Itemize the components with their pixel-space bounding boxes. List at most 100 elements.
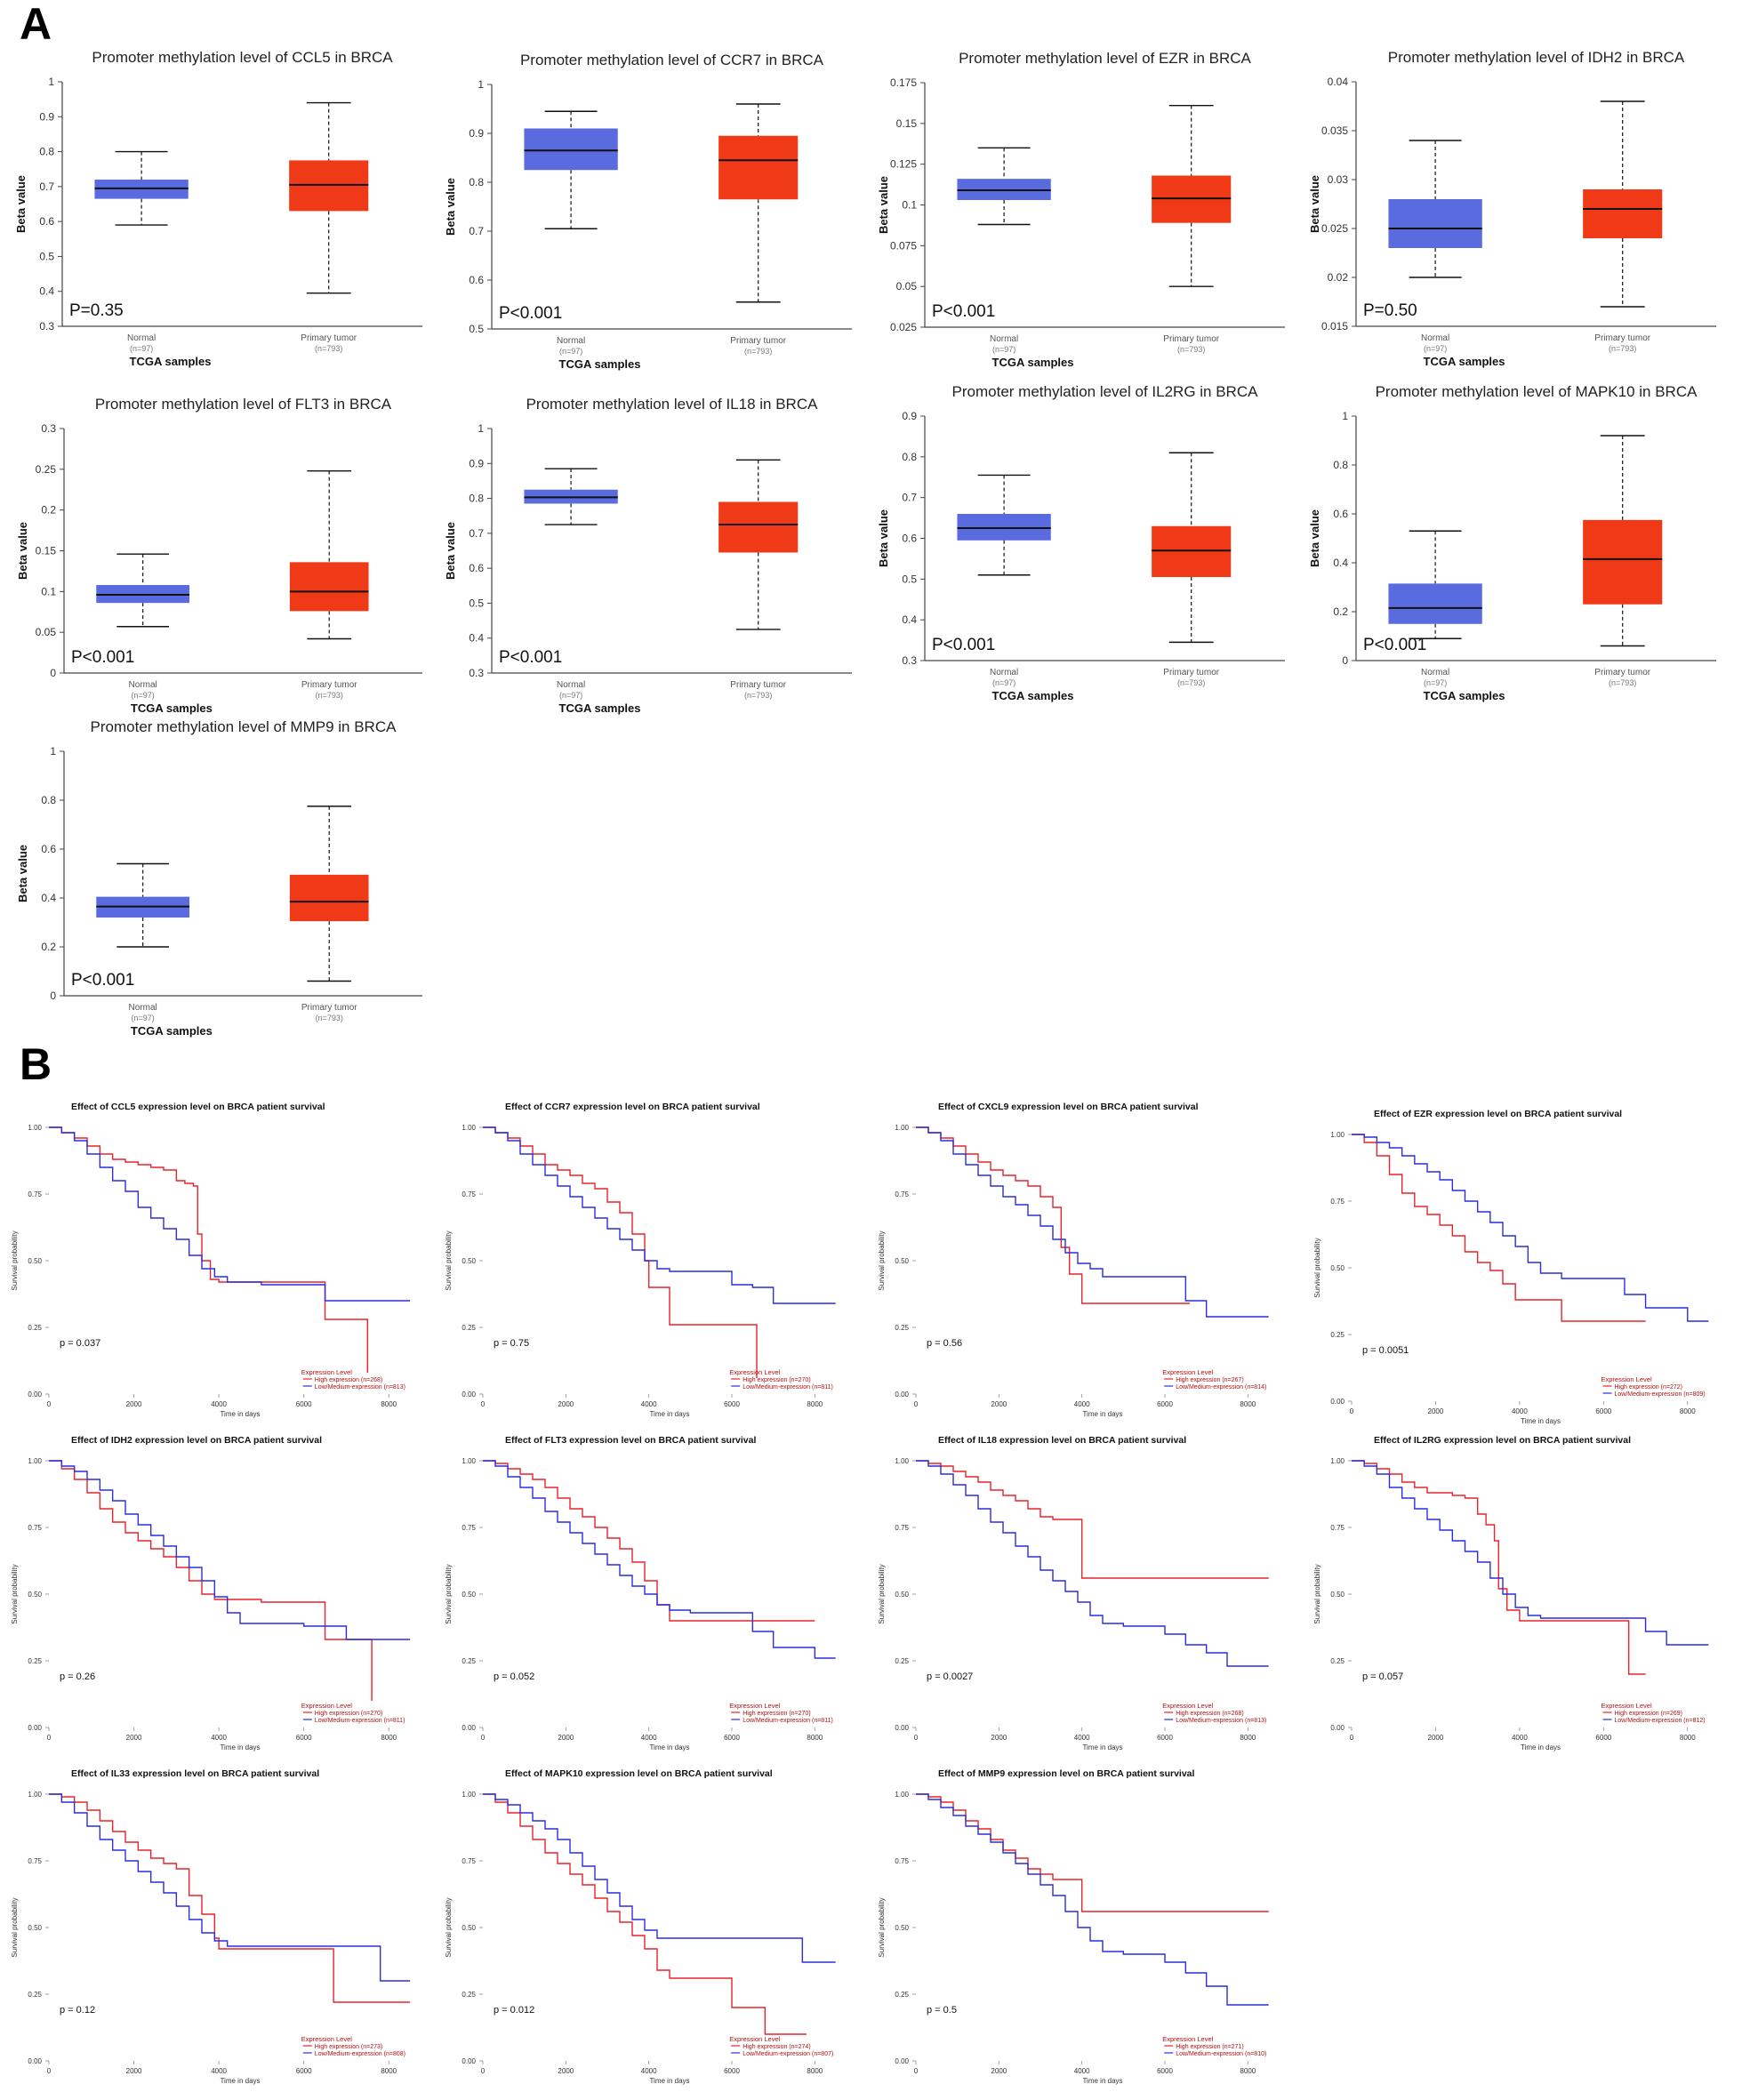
x-tick-label: 8000	[807, 1734, 823, 1742]
y-tick-label: 0	[50, 990, 56, 1002]
legend-entry: High expression (n=267)	[1176, 1377, 1243, 1383]
survival-curve-high	[916, 1793, 1269, 1912]
survival-curve-low-medium	[483, 1793, 836, 1963]
legend-title: Expression Level	[1162, 1368, 1213, 1376]
box-iqr	[1152, 525, 1232, 578]
y-tick-label: 0.2	[41, 504, 56, 517]
x-tick-label: 6000	[296, 1400, 312, 1408]
boxplot-chart: Promoter methylation level of IL2RG in B…	[877, 383, 1285, 702]
x-tick-label: 8000	[1680, 1734, 1696, 1742]
y-tick-label: 0.75	[28, 1524, 42, 1532]
y-tick-label: 0.6	[902, 533, 917, 545]
x-axis-label: Time in days	[649, 1410, 689, 1418]
box-iqr	[1388, 583, 1482, 624]
p-value-label: P<0.001	[499, 304, 562, 323]
legend-entry: Low/Medium-expression (n=813)	[1176, 1718, 1266, 1724]
y-tick-label: 0.025	[1321, 222, 1348, 235]
legend-entry: High expression (n=274)	[743, 2044, 810, 2050]
x-tick-label: 2000	[991, 1400, 1007, 1408]
x-axis-label: Time in days	[649, 2077, 689, 2085]
survival-curve-high	[49, 1126, 369, 1373]
y-tick-label: 0.5	[39, 250, 54, 262]
x-axis-label: Time in days	[220, 1410, 260, 1418]
p-value-label: p = 0.26	[60, 1671, 95, 1682]
boxplot-chart: Promoter methylation level of MAPK10 in …	[1308, 383, 1716, 702]
km-chart: Effect of CXCL9 expression level on BRCA…	[878, 1102, 1269, 1418]
y-tick-label: 0.6	[41, 843, 56, 855]
y-tick-label: 0.25	[895, 1657, 909, 1665]
y-tick-label: 0.75	[28, 1190, 42, 1198]
y-tick-label: 0.50	[28, 1591, 42, 1599]
x-category-n: (n=97)	[132, 691, 155, 700]
p-value-label: P<0.001	[71, 648, 134, 667]
survival-curve-high	[916, 1460, 1269, 1579]
km-chart: Effect of MAPK10 expression level on BRC…	[445, 1768, 836, 2085]
chart-title: Effect of IDH2 expression level on BRCA …	[71, 1435, 322, 1446]
p-value-label: p = 0.012	[494, 2005, 534, 2016]
y-tick-label: 0.7	[39, 180, 54, 193]
box-iqr	[1583, 189, 1663, 238]
y-tick-label: 0	[50, 667, 56, 679]
y-tick-label: 0.4	[39, 285, 54, 298]
x-axis-label: TCGA samples	[559, 357, 641, 371]
y-tick-label: 0.035	[1321, 124, 1348, 137]
legend-title: Expression Level	[301, 2035, 352, 2043]
y-tick-label: 0.00	[1330, 1724, 1345, 1732]
legend-entry: High expression (n=271)	[1176, 2044, 1243, 2050]
legend-title: Expression Level	[1601, 1375, 1652, 1383]
y-tick-label: 0.15	[896, 117, 918, 130]
y-tick-label: 0.25	[28, 1991, 42, 1999]
y-tick-label: 0.25	[36, 463, 57, 476]
box-group-normal	[1388, 140, 1482, 278]
y-tick-label: 0.5	[902, 573, 917, 585]
y-tick-label: 0.6	[39, 215, 54, 228]
x-tick-label: 4000	[1074, 1734, 1090, 1742]
y-tick-label: 0.5	[469, 597, 484, 609]
x-axis-label: Time in days	[220, 1743, 260, 1751]
survival-curve-high	[483, 1460, 815, 1622]
legend-title: Expression Level	[729, 2035, 780, 2043]
y-tick-label: 0.25	[1330, 1331, 1345, 1339]
y-tick-label: 0.7	[902, 492, 917, 504]
box-group-primary-tumor	[1583, 100, 1663, 308]
x-axis-label: Time in days	[1521, 1743, 1561, 1751]
y-tick-label: 0.4	[902, 613, 917, 626]
y-tick-label: 0.25	[28, 1324, 42, 1332]
y-tick-label: 0.9	[902, 410, 917, 422]
box-group-primary-tumor	[1583, 435, 1663, 647]
box-group-normal	[94, 150, 189, 226]
y-tick-label: 0.25	[462, 1657, 476, 1665]
y-tick-label: 0.00	[895, 1391, 909, 1399]
x-tick-label: 2000	[991, 1734, 1007, 1742]
y-tick-label: 0.8	[39, 146, 54, 158]
legend-entry: Low/Medium-expression (n=814)	[1176, 1384, 1266, 1391]
p-value-label: P<0.001	[1363, 636, 1426, 654]
y-axis-label: Beta value	[16, 845, 29, 902]
x-category-label: Primary tumor	[1594, 333, 1650, 343]
x-tick-label: 0	[47, 1400, 52, 1408]
y-tick-label: 0.02	[1328, 271, 1349, 284]
y-axis-label: Beta value	[1308, 175, 1321, 233]
x-category-n: (n=793)	[744, 347, 772, 356]
x-tick-label: 6000	[1157, 1734, 1173, 1742]
y-axis-label: Survival probability	[878, 1564, 886, 1623]
box-iqr	[718, 501, 799, 553]
legend-title: Expression Level	[301, 1368, 352, 1376]
chart-title: Effect of CCR7 expression level on BRCA …	[505, 1102, 760, 1112]
box-iqr	[718, 135, 799, 200]
x-tick-label: 4000	[641, 1734, 657, 1742]
x-tick-label: 0	[481, 1400, 486, 1408]
y-tick-label: 0.3	[902, 654, 917, 667]
x-category-n: (n=97)	[559, 347, 582, 356]
x-tick-label: 8000	[381, 1400, 397, 1408]
x-tick-label: 8000	[1240, 1400, 1256, 1408]
y-tick-label: 1	[50, 745, 56, 757]
legend-entry: High expression (n=270)	[315, 1711, 382, 1717]
x-category-n: (n=793)	[1177, 678, 1205, 687]
y-tick-label: 1	[48, 76, 54, 88]
x-tick-label: 2000	[558, 2067, 574, 2075]
y-tick-label: 0.8	[469, 493, 484, 505]
x-axis-label: TCGA samples	[1424, 689, 1505, 702]
p-value-label: P<0.001	[932, 302, 995, 321]
x-axis-label: Time in days	[1082, 1410, 1122, 1418]
